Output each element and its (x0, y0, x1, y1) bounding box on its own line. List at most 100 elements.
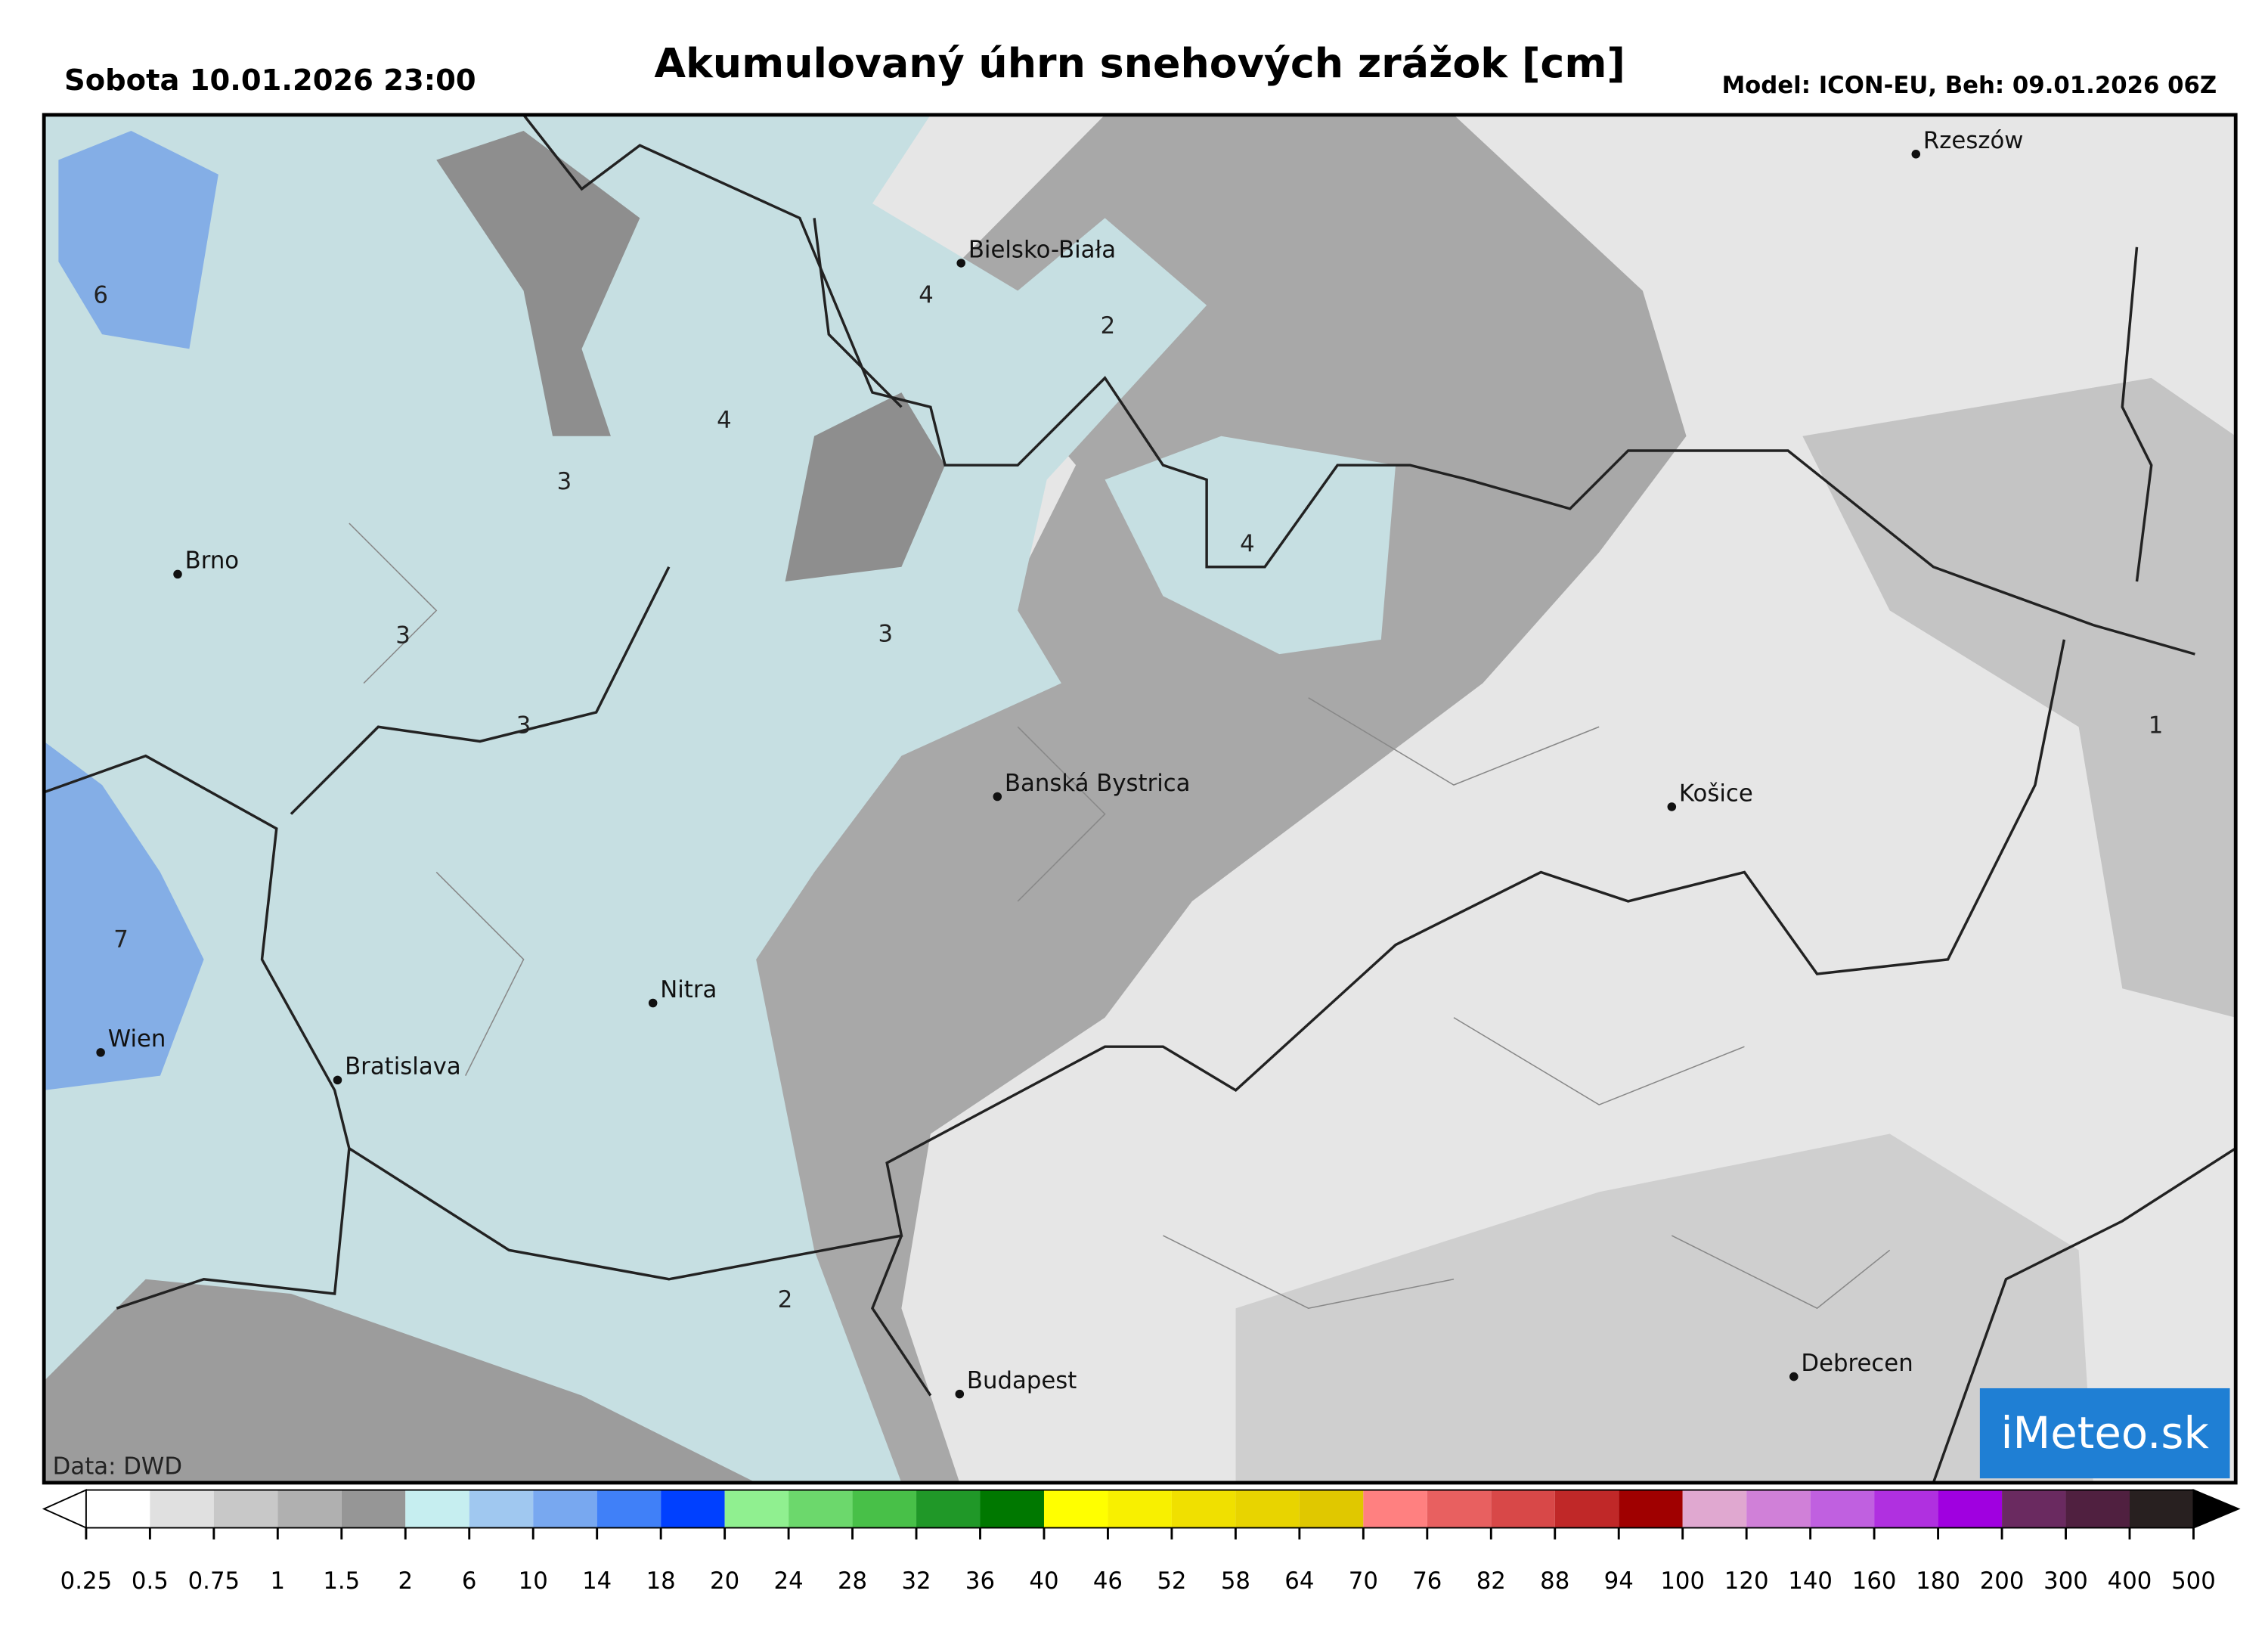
date-label: Sobota 10.01.2026 23:00 (64, 64, 476, 98)
colorbar-swatch (1746, 1490, 1811, 1528)
colorbar-tick-label: 14 (582, 1567, 612, 1595)
colorbar-swatch (1938, 1490, 2003, 1528)
contour-label: 4 (1240, 530, 1255, 557)
colorbar-swatch (1427, 1490, 1492, 1528)
colorbar-swatch (980, 1490, 1044, 1528)
city-dot (1789, 1372, 1799, 1381)
colorbar-swatch (1682, 1490, 1747, 1528)
colorbar-swatch (596, 1490, 662, 1528)
colorbar-tick-label: 10 (519, 1567, 548, 1595)
colorbar-tick-label: 76 (1412, 1567, 1442, 1595)
contour-label: 2 (1101, 312, 1116, 340)
colorbar-swatch (916, 1490, 981, 1528)
gray-patch-sw (44, 1279, 757, 1483)
city-dot (955, 1389, 965, 1399)
colorbar-tick-label: 140 (1788, 1567, 1833, 1595)
colorbar-tick-label: 20 (710, 1567, 739, 1595)
contour-label: 2 (778, 1286, 793, 1313)
city-dot (173, 569, 182, 579)
colorbar-tick-label: 500 (2171, 1567, 2216, 1595)
city-dot (333, 1075, 342, 1085)
colorbar-tick-label: 2 (398, 1567, 413, 1595)
contour-label: 4 (717, 407, 732, 434)
contour-label: 6 (93, 282, 108, 309)
colorbar-frame (85, 1489, 2195, 1529)
colorbar-tick-label: 120 (1724, 1567, 1769, 1595)
country-border (290, 218, 2153, 815)
country-border (44, 639, 2066, 1281)
colorbar-tick-label: 180 (1916, 1567, 1960, 1595)
colorbar-tick-label: 36 (965, 1567, 995, 1595)
colorbar-swatch (2002, 1490, 2066, 1528)
gray-band (610, 114, 1687, 1483)
colorbar-tick-label: 94 (1604, 1567, 1634, 1595)
city-label: Brno (185, 547, 240, 575)
city-dot (956, 259, 965, 268)
city-dot (1667, 802, 1677, 811)
colorbar-tick-label: 200 (1980, 1567, 2025, 1595)
colorbar-swatch (277, 1490, 342, 1528)
logo-box (1979, 1388, 2230, 1479)
model-label: Model: ICON-EU, Beh: 09.01.2026 06Z (1722, 72, 2217, 99)
colorbar-swatch (1043, 1490, 1108, 1528)
colorbar-swatch (724, 1490, 789, 1528)
city-dot (1911, 150, 1921, 159)
city-label: Rzeszów (1923, 127, 2024, 154)
blue-patch (58, 131, 218, 349)
colorbar-over (2192, 1489, 2241, 1529)
city-label: Banská Bystrica (1005, 770, 1191, 797)
colorbar-tick-label: 24 (774, 1567, 804, 1595)
colorbar-swatch (469, 1490, 534, 1528)
country-border (522, 114, 2195, 656)
map-title: Akumulovaný úhrn snehových zrážok [cm] (654, 39, 1625, 87)
colorbar-swatch (341, 1490, 406, 1528)
colorbar-tick-label: 40 (1029, 1567, 1058, 1595)
city-label: Budapest (967, 1367, 1077, 1394)
colorbar-tick-label: 1 (271, 1567, 286, 1595)
city-label: Wien (108, 1025, 166, 1053)
colorbar-tick-label: 82 (1476, 1567, 1506, 1595)
contour-label: 1 (2149, 712, 2164, 740)
blue-patch (44, 741, 204, 1090)
contour-label: 3 (516, 712, 531, 740)
colorbar-swatch (852, 1490, 917, 1528)
map-frame (42, 113, 2238, 1485)
colorbar-tick-label: 46 (1093, 1567, 1123, 1595)
colorbar-swatch (1235, 1490, 1300, 1528)
colorbar-tick-label: 0.5 (132, 1567, 169, 1595)
colorbar-swatch (85, 1490, 150, 1528)
colorbar-swatch (1299, 1490, 1364, 1528)
label-layer: Rzeszów Bielsko-Biała Brno Banská Bystrica K… (93, 127, 2164, 1399)
colorbar: 0.25 0.5 0.75 1 1.5 2 6 10 14 18 20 24 28 32 36 40 46 52 5… (42, 1489, 2241, 1595)
colorbar-tick-label: 160 (1852, 1567, 1897, 1595)
city-label: Debrecen (1801, 1350, 1913, 1377)
colorbar-tick-label: 70 (1349, 1567, 1378, 1595)
city-dot (648, 998, 658, 1008)
country-border (116, 1147, 2236, 1483)
colorbar-tick-label: 300 (2043, 1567, 2088, 1595)
colorbar-under (42, 1489, 87, 1529)
dark-patch (436, 131, 640, 436)
light-snow-patch (1105, 436, 1396, 655)
colorbar-swatch (2130, 1490, 2194, 1528)
colorbar-tick-label: 0.75 (188, 1567, 240, 1595)
gray-patch-south (1235, 1133, 2093, 1483)
contour-label: 3 (878, 621, 893, 648)
contour-label: 3 (395, 622, 411, 650)
contour-label: 7 (113, 926, 129, 953)
colorbar-tick-label: 1.5 (323, 1567, 360, 1595)
colorbar-tick-label: 6 (462, 1567, 477, 1595)
contour-label: 3 (557, 468, 572, 495)
city-label: Bielsko-Biała (968, 236, 1116, 263)
colorbar-tick-label: 52 (1157, 1567, 1186, 1595)
colorbar-tick-label: 58 (1221, 1567, 1250, 1595)
colorbar-swatch (1363, 1490, 1427, 1528)
colorbar-swatch (1874, 1490, 1938, 1528)
colorbar-swatch (1554, 1490, 1619, 1528)
colorbar-swatch (1491, 1490, 1555, 1528)
city-label: Košice (1679, 780, 1753, 807)
colorbar-swatch (1619, 1490, 1683, 1528)
colorbar-swatch (1171, 1490, 1236, 1528)
